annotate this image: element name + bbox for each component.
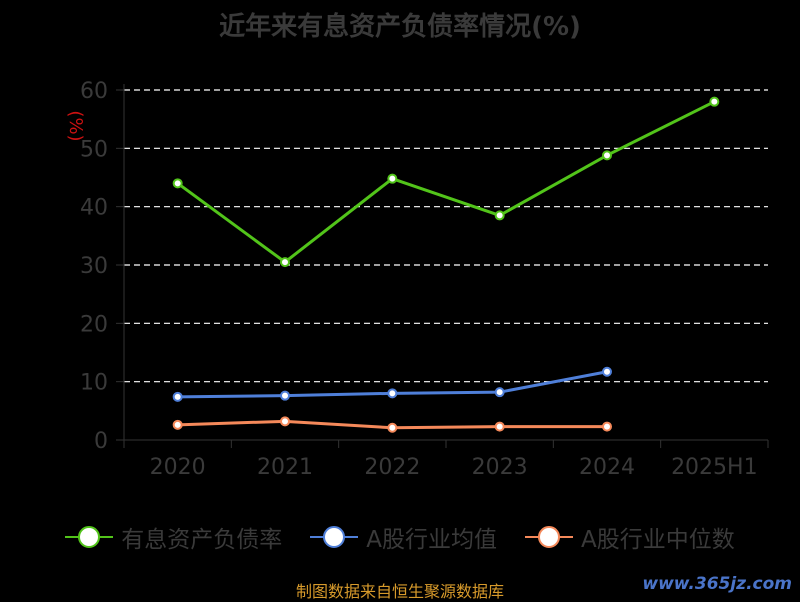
chart-title: 近年来有息资产负债率情况(%) bbox=[219, 12, 581, 42]
data-point bbox=[387, 388, 398, 399]
y-tick-label: 10 bbox=[80, 371, 108, 396]
data-point bbox=[280, 390, 290, 401]
x-tick-label: 2024 bbox=[579, 455, 635, 480]
y-tick-label: 60 bbox=[80, 79, 108, 104]
legend-label: A股行业均值 bbox=[366, 527, 497, 553]
source-note: 制图数据来自恒生聚源数据库 bbox=[295, 582, 504, 601]
x-tick-label: 2020 bbox=[150, 455, 206, 480]
y-tick-label: 30 bbox=[80, 254, 108, 279]
data-point bbox=[387, 173, 398, 184]
data-point bbox=[602, 421, 612, 432]
series-line-1 bbox=[176, 100, 716, 264]
y-axis-label: (%) bbox=[65, 110, 86, 141]
watermark: www.365jz.com bbox=[642, 574, 792, 594]
data-point bbox=[709, 96, 720, 107]
y-tick-label: 50 bbox=[80, 137, 108, 162]
legend: 有息资产负债率 A股行业均值 A股行业中位数 bbox=[0, 520, 800, 554]
legend-item-series-1[interactable]: 有息资产负债率 bbox=[65, 520, 282, 554]
data-point bbox=[602, 366, 612, 377]
data-point bbox=[602, 150, 612, 161]
data-point bbox=[172, 178, 183, 189]
x-tick-label: 2025H1 bbox=[671, 455, 758, 480]
legend-label: 有息资产负债率 bbox=[121, 527, 283, 553]
data-point bbox=[494, 421, 505, 432]
legend-label: A股行业中位数 bbox=[581, 527, 735, 553]
data-point bbox=[172, 391, 183, 402]
data-point bbox=[494, 387, 505, 398]
data-point bbox=[387, 422, 398, 433]
data-point bbox=[494, 210, 505, 221]
x-tick-label: 2022 bbox=[364, 455, 420, 480]
legend-swatch-icon bbox=[525, 525, 573, 549]
data-point bbox=[280, 257, 290, 268]
y-tick-label: 0 bbox=[94, 429, 108, 454]
x-tick-label: 2023 bbox=[472, 455, 528, 480]
data-point bbox=[280, 416, 290, 427]
data-point bbox=[172, 419, 183, 430]
legend-swatch-icon bbox=[65, 525, 114, 549]
legend-item-series-2[interactable]: A股行业均值 bbox=[310, 520, 497, 554]
legend-swatch-icon bbox=[310, 525, 359, 549]
y-tick-label: 20 bbox=[80, 312, 108, 337]
y-tick-label: 40 bbox=[80, 196, 108, 221]
x-tick-label: 2021 bbox=[257, 455, 313, 480]
legend-item-series-3[interactable]: A股行业中位数 bbox=[525, 520, 735, 554]
